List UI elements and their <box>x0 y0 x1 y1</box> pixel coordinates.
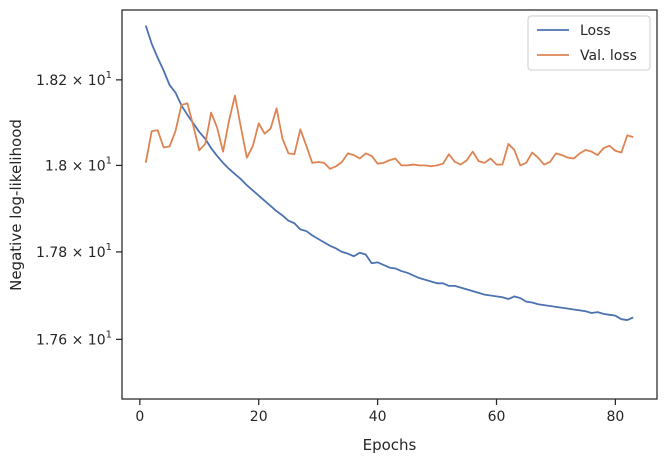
x-axis-label: Epochs <box>363 436 417 454</box>
x-tick-label: 60 <box>488 409 506 425</box>
series-line-loss <box>144 25 634 321</box>
y-tick-label: 1.82 × 101 <box>36 70 112 89</box>
series-layer <box>144 25 634 321</box>
legend: Loss Val. loss <box>527 15 651 71</box>
plot-frame <box>121 9 658 400</box>
x-tick-label: 0 <box>135 409 144 425</box>
x-tick-label: 80 <box>606 409 624 425</box>
series-line-val-loss <box>144 94 634 170</box>
y-tick-label: 1.78 × 101 <box>36 242 112 261</box>
x-tick-label: 40 <box>369 409 387 425</box>
x-axis: 0 20 40 60 80 <box>135 399 624 425</box>
y-axis: 1.76 × 101 1.78 × 101 1.8 × 101 1.82 × 101 <box>36 70 122 348</box>
plot-area <box>122 10 657 399</box>
y-axis-label: Negative log-likelihood <box>7 119 25 291</box>
y-tick-label: 1.8 × 101 <box>45 155 112 174</box>
y-tick-label: 1.76 × 101 <box>36 329 112 348</box>
x-tick-label: 20 <box>250 409 268 425</box>
legend-label-val-loss: Val. loss <box>580 48 637 64</box>
legend-label-loss: Loss <box>580 23 611 39</box>
